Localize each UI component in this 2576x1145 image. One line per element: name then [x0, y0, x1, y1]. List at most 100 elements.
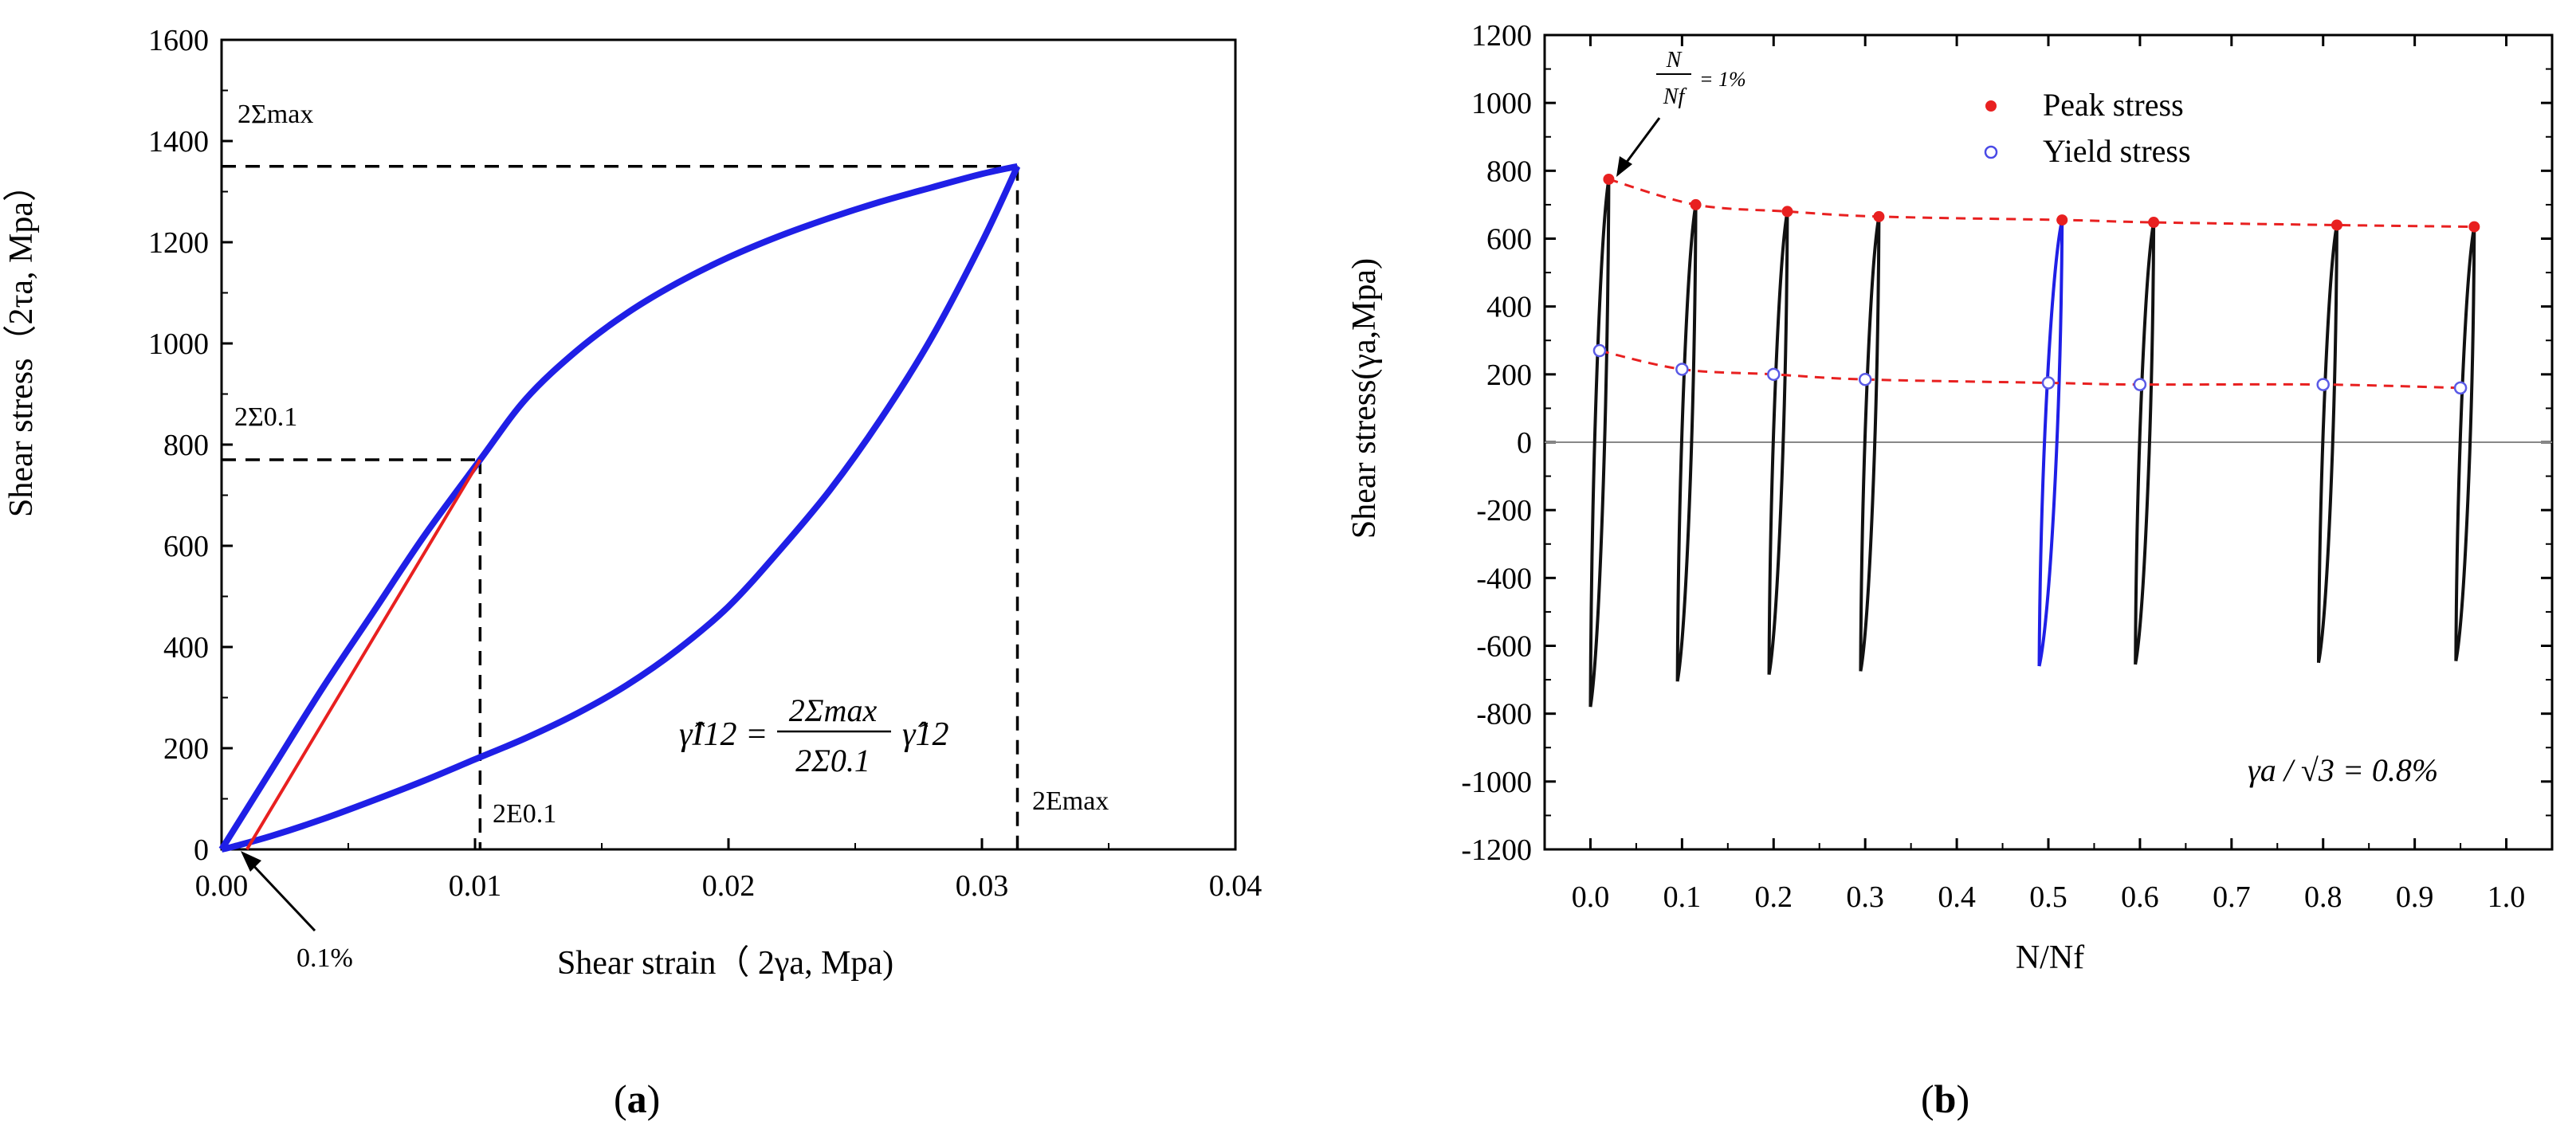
b-ytick-label: -400 [1476, 562, 1532, 595]
hysteresis-loop-0 [1588, 178, 1611, 708]
a-xtick-label: 0.02 [702, 869, 756, 903]
offset-label: 0.1% [296, 943, 353, 973]
b-ytick-label: 1000 [1471, 87, 1532, 120]
hysteresis-loop-6 [2316, 225, 2338, 664]
a-ytick-label: 600 [163, 530, 209, 563]
b-ytick-label: -1000 [1461, 766, 1532, 799]
strain-amplitude-label: γa / √3 = 0.8% [2248, 752, 2438, 788]
peak-marker [2056, 214, 2068, 226]
panel-b-plot [1545, 173, 2552, 708]
offset-arrowhead [241, 851, 261, 872]
formula-denominator: 2Σ0.1 [795, 743, 870, 778]
b-ytick-label: -600 [1476, 630, 1532, 664]
legend-yield-label: Yield stress [2043, 133, 2191, 169]
a-xtick-label: 0.00 [195, 869, 249, 903]
yield-marker [1858, 372, 1872, 386]
b-ytick-label: 1200 [1471, 19, 1532, 53]
a-xtick-label: 0.01 [449, 869, 502, 903]
n-ratio-value: = 1% [1699, 68, 1746, 91]
panel-a: 0 200 400 600 800 1000 1200 1400 1600 0.00 0.01 0.0… [3, 24, 1262, 982]
panel-b-ylabel: Shear stress(γa,Mpa) [1346, 258, 1383, 539]
a-xtick-label: 0.04 [1209, 869, 1262, 903]
offset-arrow [247, 859, 316, 932]
n-ratio-arrowhead [1616, 156, 1632, 177]
panel-b: -1200 -1000 -800 -600 -400 -200 0 200 400 600 800 1… [1346, 19, 2554, 976]
formula: γ̂I12 = 2Σmax 2Σ0.1 γ̂12 [679, 692, 949, 778]
peak-marker [1603, 173, 1615, 185]
peak-marker [1781, 206, 1793, 218]
a-xtick-label: 0.03 [956, 869, 1009, 903]
yield-marker [1592, 343, 1607, 358]
a-ytick-label: 800 [163, 429, 209, 462]
a-ytick-label: 200 [163, 732, 209, 766]
yield-marker [1675, 363, 1689, 376]
n-ratio-numerator: N [1666, 48, 1683, 73]
b-ytick-label: 600 [1486, 223, 1532, 257]
n-ratio-arrow [1621, 117, 1661, 168]
b-xtick-label: 0.7 [2213, 880, 2251, 914]
hysteresis-loop-5 [2134, 222, 2156, 665]
a-ytick-label: 1400 [148, 125, 209, 159]
a-ytick-label: 0 [194, 833, 209, 867]
n-ratio-annotation: N Nf = 1% [1616, 48, 1746, 177]
hysteresis-loop-4 [2037, 219, 2064, 667]
sigma-01-label: 2Σ0.1 [234, 402, 297, 432]
peak-marker [2148, 217, 2160, 229]
yield-marker [2316, 378, 2330, 391]
b-ytick-label: -1200 [1461, 833, 1532, 867]
b-xtick-label: 0.2 [1755, 880, 1793, 914]
a-ytick-label: 1000 [148, 327, 209, 361]
panel-a-ylabel: Shear stress（2τa, Mpa） [3, 168, 40, 517]
panel-a-axes: 0 200 400 600 800 1000 1200 1400 1600 0.00 0.01 0.0… [148, 24, 1262, 903]
emax-label: 2Emax [1032, 786, 1109, 816]
legend: Peak stress Yield stress [1984, 87, 2191, 169]
panel-a-xlabel: Shear strain（ 2γa, Mpa) [557, 945, 893, 982]
peak-trend-line [1608, 178, 2475, 229]
peak-marker [1690, 198, 1702, 210]
b-ytick-label: -800 [1476, 698, 1532, 731]
secant-line [245, 459, 482, 851]
hysteresis-loop-1 [1675, 204, 1698, 682]
legend-peak-label: Peak stress [2043, 87, 2184, 123]
b-xtick-label: 0.8 [2304, 880, 2342, 914]
panel-b-caption-letter: b [1934, 1076, 1957, 1121]
panel-a-caption-letter: a [626, 1076, 647, 1121]
formula-rhs: γ̂12 [902, 716, 949, 753]
b-ytick-label: 200 [1486, 359, 1532, 392]
panel-b-caption: (b) [1921, 1076, 1970, 1121]
peak-marker [2468, 221, 2480, 233]
b-ytick-label: 0 [1517, 426, 1532, 460]
hysteresis-loop-2 [1767, 211, 1789, 676]
a-ytick-label: 400 [163, 631, 209, 665]
b-xtick-label: 0.1 [1663, 880, 1702, 914]
yield-marker [1767, 367, 1781, 382]
panel-a-plot [218, 163, 1021, 853]
b-xtick-label: 1.0 [2488, 880, 2526, 914]
peak-marker [2331, 219, 2342, 231]
b-ytick-label: -200 [1476, 494, 1532, 527]
b-xtick-label: 0.3 [1846, 880, 1884, 914]
panel-a-caption: (a) [614, 1076, 661, 1121]
b-ytick-label: 400 [1486, 291, 1532, 324]
b-xtick-label: 0.9 [2396, 880, 2434, 914]
b-xtick-label: 0.0 [1572, 880, 1610, 914]
peak-marker [1873, 210, 1885, 222]
panel-b-xlabel: N/Nf [2016, 939, 2084, 976]
hysteresis-loop-3 [1859, 216, 1881, 672]
b-xtick-label: 0.5 [2029, 880, 2067, 914]
panel-b-axes: -1200 -1000 -800 -600 -400 -200 0 200 400 600 800 1… [1461, 19, 2552, 914]
legend-peak-marker [1985, 100, 1997, 112]
b-xtick-label: 0.4 [1938, 880, 1976, 914]
unloading-branch [221, 165, 1021, 853]
a-ytick-label: 1600 [148, 24, 209, 57]
b-ytick-label: 800 [1486, 155, 1532, 188]
yield-marker [2041, 376, 2056, 390]
formula-lhs: γ̂I12 = [679, 716, 768, 753]
hysteresis-loop-7 [2454, 226, 2476, 662]
legend-yield-marker [1984, 145, 1998, 159]
yield-marker [2133, 378, 2147, 391]
formula-numerator: 2Σmax [789, 692, 878, 728]
n-ratio-denominator: Nf [1663, 84, 1687, 109]
yield-trend-line [1599, 349, 2461, 390]
